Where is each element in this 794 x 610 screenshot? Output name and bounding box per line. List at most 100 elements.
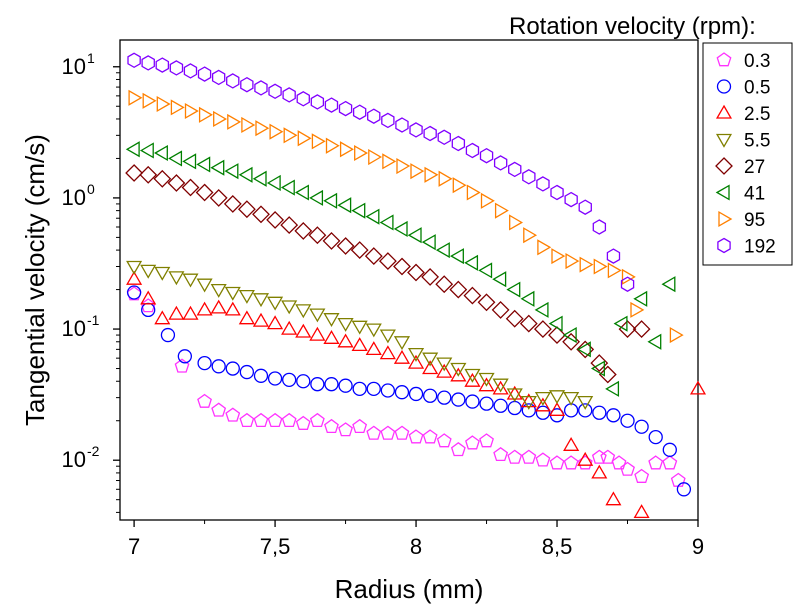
- data-point: [563, 391, 580, 406]
- data-point: [491, 300, 510, 319]
- data-point: [605, 380, 620, 397]
- data-point: [605, 491, 622, 506]
- data-point: [183, 63, 198, 79]
- data-point: [494, 202, 509, 219]
- data-point: [238, 166, 253, 183]
- data-point: [380, 425, 396, 440]
- data-point: [126, 270, 143, 285]
- series-0-5: [126, 285, 692, 497]
- data-point: [209, 188, 228, 207]
- data-point: [224, 163, 239, 180]
- data-point: [465, 394, 480, 409]
- x-tick-label: 9: [692, 534, 704, 559]
- data-point: [365, 208, 380, 225]
- data-point: [648, 455, 664, 470]
- data-point: [198, 106, 213, 123]
- data-point: [196, 278, 213, 293]
- data-point: [281, 300, 298, 315]
- data-point: [550, 184, 564, 201]
- legend-label: 0.3: [744, 51, 770, 72]
- data-point: [282, 87, 296, 103]
- data-point: [351, 337, 368, 352]
- data-point: [281, 320, 298, 335]
- data-point: [606, 408, 621, 423]
- data-point: [210, 299, 227, 314]
- data-point: [621, 268, 636, 285]
- series-41: [125, 141, 676, 397]
- data-point: [311, 133, 326, 150]
- data-point: [295, 304, 312, 319]
- data-point: [478, 372, 495, 387]
- data-point: [507, 449, 523, 464]
- data-point: [324, 97, 339, 113]
- data-point: [506, 388, 523, 403]
- data-point: [592, 219, 607, 235]
- data-point: [452, 177, 467, 194]
- data-point: [676, 482, 692, 497]
- data-point: [437, 390, 452, 405]
- data-point: [463, 286, 482, 305]
- x-tick-label: 8: [410, 534, 422, 559]
- x-tick-label: 7: [128, 534, 140, 559]
- data-point: [591, 449, 607, 464]
- legend-label: 5.5: [744, 131, 770, 152]
- data-point: [422, 360, 439, 375]
- y-tick-exponent: -2: [87, 443, 100, 459]
- data-point: [670, 472, 686, 487]
- data-point: [168, 271, 185, 286]
- data-point: [492, 378, 509, 393]
- data-point: [493, 398, 508, 413]
- y-tick-label: 10: [62, 316, 86, 341]
- data-point: [592, 405, 607, 420]
- data-point: [422, 388, 438, 403]
- data-point: [533, 320, 552, 339]
- data-point: [577, 455, 593, 470]
- data-point: [506, 385, 523, 400]
- data-point: [294, 184, 309, 201]
- data-point: [493, 446, 509, 462]
- data-point: [269, 123, 284, 140]
- data-point: [407, 263, 425, 282]
- y-tick-label: 10: [62, 447, 86, 472]
- data-point: [323, 192, 338, 209]
- data-point: [297, 130, 312, 147]
- data-point: [424, 166, 439, 183]
- data-point: [337, 317, 354, 332]
- data-point: [598, 365, 617, 384]
- data-point: [634, 468, 650, 483]
- data-point: [252, 205, 270, 224]
- plot-frame: [119, 39, 699, 521]
- legend-marker: [715, 133, 733, 148]
- data-point: [324, 418, 339, 434]
- data-point: [409, 122, 423, 138]
- data-point: [620, 461, 635, 476]
- data-point: [520, 393, 537, 408]
- data-point: [436, 433, 452, 448]
- data-point: [422, 352, 439, 367]
- data-point: [634, 419, 649, 434]
- data-point: [520, 395, 537, 410]
- legend-label: 27: [744, 157, 765, 178]
- y-tick-label: 10: [62, 54, 86, 79]
- data-point: [140, 290, 157, 305]
- y-tick-exponent: -1: [87, 312, 100, 328]
- data-point: [435, 275, 454, 294]
- data-point: [407, 354, 425, 369]
- data-point: [367, 108, 381, 124]
- legend-label: 95: [744, 210, 765, 231]
- data-point: [296, 374, 311, 389]
- data-point: [421, 234, 436, 251]
- data-point: [396, 157, 411, 175]
- legend-marker: [715, 104, 733, 119]
- data-point: [493, 155, 508, 171]
- data-point: [310, 377, 325, 392]
- data-point: [125, 141, 140, 158]
- data-point: [266, 210, 285, 229]
- data-point: [365, 341, 382, 356]
- legend-marker: [717, 237, 731, 254]
- data-point: [382, 153, 397, 170]
- data-point: [226, 73, 240, 89]
- data-point: [140, 264, 157, 279]
- data-point: [281, 412, 297, 428]
- data-point: [325, 137, 340, 154]
